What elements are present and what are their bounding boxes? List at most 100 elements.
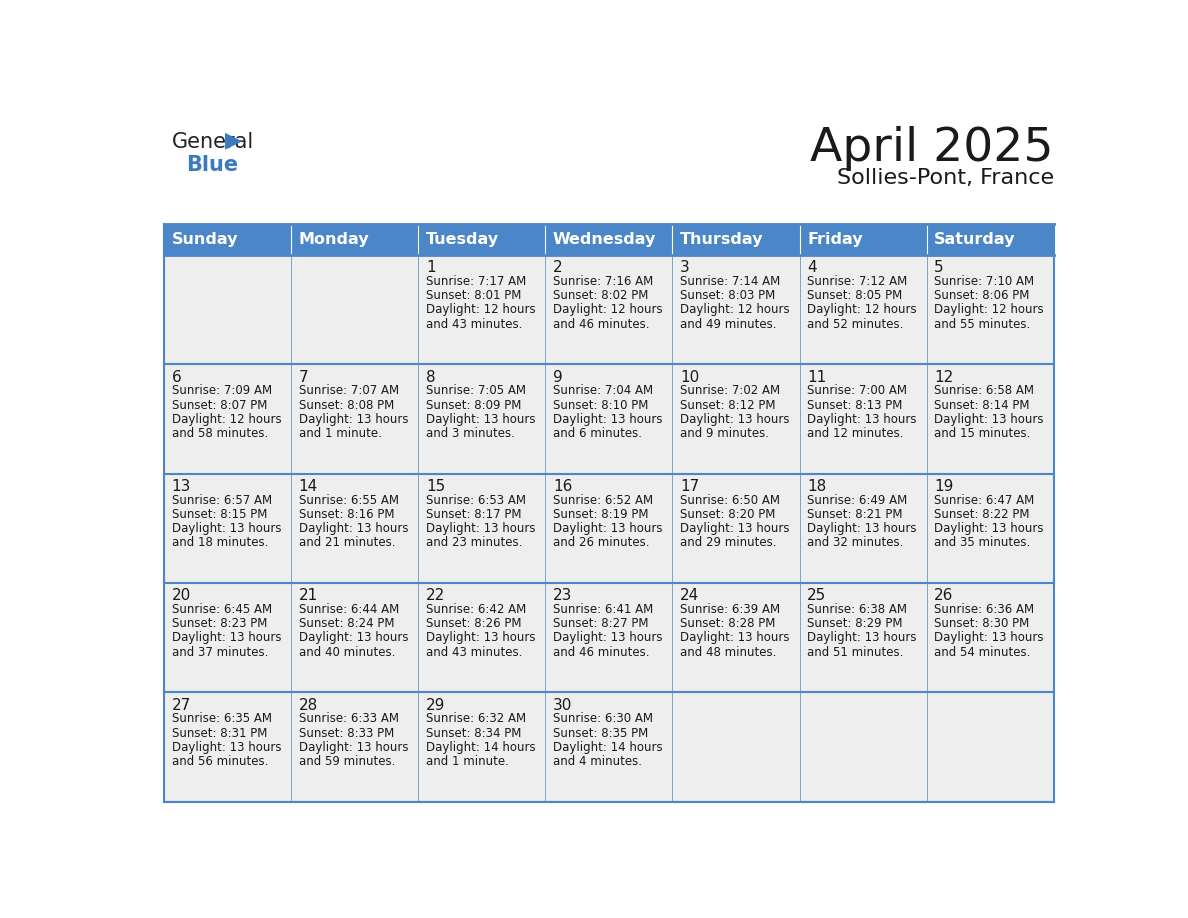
Bar bbox=[291, 692, 418, 801]
Text: Saturday: Saturday bbox=[934, 232, 1016, 247]
Text: Daylight: 12 hours: Daylight: 12 hours bbox=[807, 304, 917, 317]
Text: Sunset: 8:26 PM: Sunset: 8:26 PM bbox=[425, 617, 522, 630]
Text: 19: 19 bbox=[934, 479, 954, 494]
Text: Sunset: 8:29 PM: Sunset: 8:29 PM bbox=[807, 617, 903, 630]
Bar bbox=[164, 583, 291, 692]
Bar bbox=[164, 364, 291, 474]
Text: Wednesday: Wednesday bbox=[552, 232, 656, 247]
Bar bbox=[800, 255, 927, 364]
Bar bbox=[800, 583, 927, 692]
Text: 13: 13 bbox=[171, 479, 191, 494]
Text: Daylight: 13 hours: Daylight: 13 hours bbox=[807, 522, 917, 535]
Text: and 3 minutes.: and 3 minutes. bbox=[425, 427, 514, 440]
Bar bbox=[164, 692, 291, 801]
Text: and 56 minutes.: and 56 minutes. bbox=[171, 755, 268, 768]
Text: 27: 27 bbox=[171, 698, 191, 712]
Text: Sunset: 8:02 PM: Sunset: 8:02 PM bbox=[552, 289, 649, 302]
Bar bbox=[800, 474, 927, 583]
Text: Daylight: 14 hours: Daylight: 14 hours bbox=[552, 741, 663, 754]
Text: and 26 minutes.: and 26 minutes. bbox=[552, 536, 650, 549]
Bar bbox=[545, 583, 672, 692]
Text: Daylight: 13 hours: Daylight: 13 hours bbox=[934, 632, 1044, 644]
Text: Daylight: 13 hours: Daylight: 13 hours bbox=[171, 741, 282, 754]
Text: and 46 minutes.: and 46 minutes. bbox=[552, 318, 650, 330]
Text: Blue: Blue bbox=[185, 155, 238, 174]
Text: 10: 10 bbox=[680, 370, 700, 385]
Text: Sunset: 8:03 PM: Sunset: 8:03 PM bbox=[680, 289, 776, 302]
Text: 8: 8 bbox=[425, 370, 436, 385]
Text: Monday: Monday bbox=[298, 232, 369, 247]
Bar bbox=[545, 224, 672, 255]
Text: 3: 3 bbox=[680, 261, 690, 275]
Text: Sunset: 8:14 PM: Sunset: 8:14 PM bbox=[934, 398, 1030, 411]
Text: 14: 14 bbox=[298, 479, 318, 494]
Text: Sunset: 8:15 PM: Sunset: 8:15 PM bbox=[171, 508, 267, 521]
Text: Sunset: 8:05 PM: Sunset: 8:05 PM bbox=[807, 289, 903, 302]
Text: and 48 minutes.: and 48 minutes. bbox=[680, 645, 777, 659]
Text: Daylight: 13 hours: Daylight: 13 hours bbox=[934, 413, 1044, 426]
Text: Daylight: 13 hours: Daylight: 13 hours bbox=[552, 413, 663, 426]
Text: Daylight: 13 hours: Daylight: 13 hours bbox=[807, 413, 917, 426]
Text: Sunset: 8:08 PM: Sunset: 8:08 PM bbox=[298, 398, 394, 411]
Text: Sunset: 8:10 PM: Sunset: 8:10 PM bbox=[552, 398, 649, 411]
Text: 6: 6 bbox=[171, 370, 182, 385]
Text: April 2025: April 2025 bbox=[810, 126, 1054, 171]
Text: 26: 26 bbox=[934, 588, 954, 603]
Text: Daylight: 12 hours: Daylight: 12 hours bbox=[680, 304, 790, 317]
Text: 28: 28 bbox=[298, 698, 318, 712]
Text: Sunset: 8:28 PM: Sunset: 8:28 PM bbox=[680, 617, 776, 630]
Text: and 9 minutes.: and 9 minutes. bbox=[680, 427, 769, 440]
Text: Daylight: 13 hours: Daylight: 13 hours bbox=[298, 522, 409, 535]
Text: Daylight: 13 hours: Daylight: 13 hours bbox=[298, 741, 409, 754]
Text: 23: 23 bbox=[552, 588, 573, 603]
Bar bbox=[164, 255, 291, 364]
Text: Daylight: 13 hours: Daylight: 13 hours bbox=[298, 632, 409, 644]
Text: Sunrise: 7:02 AM: Sunrise: 7:02 AM bbox=[680, 385, 781, 397]
Text: Daylight: 13 hours: Daylight: 13 hours bbox=[425, 413, 536, 426]
Text: and 52 minutes.: and 52 minutes. bbox=[807, 318, 904, 330]
Text: 20: 20 bbox=[171, 588, 191, 603]
Text: Daylight: 13 hours: Daylight: 13 hours bbox=[934, 522, 1044, 535]
Text: and 12 minutes.: and 12 minutes. bbox=[807, 427, 904, 440]
Text: Sunrise: 7:07 AM: Sunrise: 7:07 AM bbox=[298, 385, 399, 397]
Text: and 49 minutes.: and 49 minutes. bbox=[680, 318, 777, 330]
Text: Sunset: 8:21 PM: Sunset: 8:21 PM bbox=[807, 508, 903, 521]
Bar bbox=[545, 474, 672, 583]
Text: Sunrise: 6:50 AM: Sunrise: 6:50 AM bbox=[680, 494, 781, 507]
Bar bbox=[291, 255, 418, 364]
Text: 11: 11 bbox=[807, 370, 827, 385]
Text: Sunrise: 7:09 AM: Sunrise: 7:09 AM bbox=[171, 385, 272, 397]
Text: Sunset: 8:33 PM: Sunset: 8:33 PM bbox=[298, 726, 394, 740]
Text: Sunset: 8:30 PM: Sunset: 8:30 PM bbox=[934, 617, 1030, 630]
Bar bbox=[927, 583, 1054, 692]
Text: Daylight: 14 hours: Daylight: 14 hours bbox=[425, 741, 536, 754]
Bar bbox=[927, 474, 1054, 583]
Text: Daylight: 12 hours: Daylight: 12 hours bbox=[425, 304, 536, 317]
Text: Sunrise: 6:30 AM: Sunrise: 6:30 AM bbox=[552, 712, 653, 725]
Bar bbox=[545, 692, 672, 801]
Bar bbox=[291, 474, 418, 583]
Bar bbox=[418, 692, 545, 801]
Text: Daylight: 13 hours: Daylight: 13 hours bbox=[171, 522, 282, 535]
Text: Sunrise: 6:57 AM: Sunrise: 6:57 AM bbox=[171, 494, 272, 507]
Text: Daylight: 13 hours: Daylight: 13 hours bbox=[425, 632, 536, 644]
Bar bbox=[418, 364, 545, 474]
Text: Sunday: Sunday bbox=[171, 232, 238, 247]
Bar bbox=[291, 224, 418, 255]
Text: Sunset: 8:01 PM: Sunset: 8:01 PM bbox=[425, 289, 522, 302]
Text: and 23 minutes.: and 23 minutes. bbox=[425, 536, 523, 549]
Text: and 54 minutes.: and 54 minutes. bbox=[934, 645, 1031, 659]
Text: Sunset: 8:09 PM: Sunset: 8:09 PM bbox=[425, 398, 522, 411]
Text: and 6 minutes.: and 6 minutes. bbox=[552, 427, 642, 440]
Text: 22: 22 bbox=[425, 588, 446, 603]
Bar bbox=[672, 474, 800, 583]
Text: and 43 minutes.: and 43 minutes. bbox=[425, 318, 523, 330]
Text: Daylight: 13 hours: Daylight: 13 hours bbox=[425, 522, 536, 535]
Text: Sunset: 8:22 PM: Sunset: 8:22 PM bbox=[934, 508, 1030, 521]
Bar bbox=[672, 224, 800, 255]
Bar bbox=[927, 255, 1054, 364]
Text: and 35 minutes.: and 35 minutes. bbox=[934, 536, 1030, 549]
Text: 5: 5 bbox=[934, 261, 943, 275]
Text: 4: 4 bbox=[807, 261, 817, 275]
Text: Daylight: 13 hours: Daylight: 13 hours bbox=[552, 522, 663, 535]
